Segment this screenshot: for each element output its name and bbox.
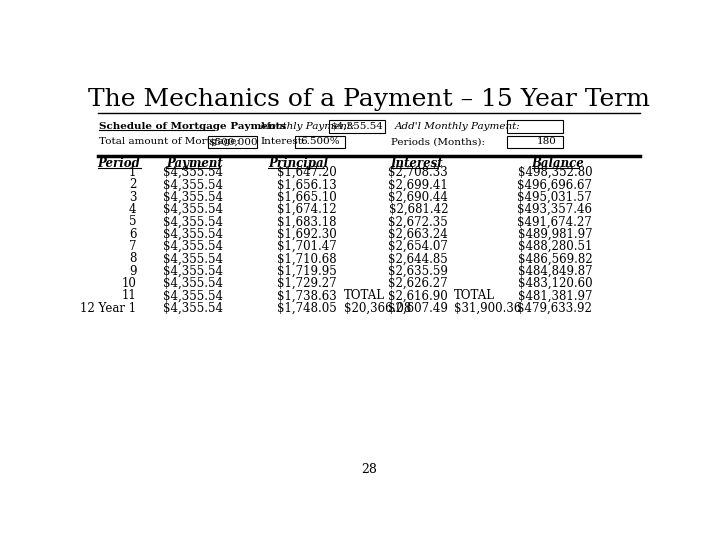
Text: $486,569.82: $486,569.82	[518, 252, 593, 265]
Text: 180: 180	[536, 137, 557, 146]
Text: Interest:: Interest:	[261, 137, 306, 146]
Text: $2,607.49: $2,607.49	[388, 302, 448, 315]
Text: $4,355.54: $4,355.54	[163, 228, 223, 241]
Bar	[507, 120, 563, 132]
Text: $1,683.18: $1,683.18	[277, 215, 336, 228]
Text: 5: 5	[129, 215, 137, 228]
Text: $20,366.08: $20,366.08	[344, 302, 411, 315]
Text: $483,120.60: $483,120.60	[518, 277, 593, 290]
Text: $2,654.07: $2,654.07	[388, 240, 448, 253]
Text: $496,696.67: $496,696.67	[517, 178, 593, 191]
Bar	[295, 136, 345, 148]
Text: $2,672.35: $2,672.35	[388, 215, 448, 228]
Text: 4: 4	[129, 203, 137, 216]
Text: $481,381.97: $481,381.97	[518, 289, 593, 302]
Text: $1,748.05: $1,748.05	[276, 302, 336, 315]
Bar	[208, 136, 258, 148]
Text: $2,663.24: $2,663.24	[388, 228, 448, 241]
Text: $1,719.95: $1,719.95	[276, 265, 336, 278]
Text: Balance: Balance	[532, 157, 585, 170]
Text: 9: 9	[129, 265, 137, 278]
Text: TOTAL: TOTAL	[344, 289, 385, 302]
Text: $4,355.54: $4,355.54	[163, 191, 223, 204]
Text: $1,729.27: $1,729.27	[276, 277, 336, 290]
Text: 7: 7	[129, 240, 137, 253]
Text: $2,681.42: $2,681.42	[389, 203, 448, 216]
Text: $1,656.13: $1,656.13	[276, 178, 336, 191]
Text: $2,626.27: $2,626.27	[388, 277, 448, 290]
Text: $1,710.68: $1,710.68	[276, 252, 336, 265]
Text: $4,355.54: $4,355.54	[163, 277, 223, 290]
Text: $1,701.47: $1,701.47	[276, 240, 336, 253]
Text: $488,280.51: $488,280.51	[518, 240, 593, 253]
Text: Schedule of Mortgage Payments: Schedule of Mortgage Payments	[99, 122, 287, 131]
Text: $4,355.54: $4,355.54	[163, 289, 223, 302]
Text: $4,355.54: $4,355.54	[330, 122, 383, 131]
Text: Interest: Interest	[391, 157, 444, 170]
Text: The Mechanics of a Payment – 15 Year Term: The Mechanics of a Payment – 15 Year Ter…	[88, 88, 650, 111]
Text: $4,355.54: $4,355.54	[163, 252, 223, 265]
Text: $1,692.30: $1,692.30	[276, 228, 336, 241]
Text: Monthly Payment:: Monthly Payment:	[259, 122, 354, 131]
Text: TOTAL: TOTAL	[454, 289, 495, 302]
Text: 1: 1	[129, 166, 137, 179]
Text: $2,708.33: $2,708.33	[388, 166, 448, 179]
Text: $2,644.85: $2,644.85	[388, 252, 448, 265]
Text: $4,355.54: $4,355.54	[163, 302, 223, 315]
Text: $498,352.80: $498,352.80	[518, 166, 593, 179]
Text: $484,849.87: $484,849.87	[518, 265, 593, 278]
Text: $479,633.92: $479,633.92	[518, 302, 593, 315]
Text: $1,738.63: $1,738.63	[276, 289, 336, 302]
Text: 2: 2	[129, 178, 137, 191]
Bar	[329, 120, 384, 132]
Text: $4,355.54: $4,355.54	[163, 166, 223, 179]
Text: Principal: Principal	[269, 157, 328, 170]
Text: $489,981.97: $489,981.97	[518, 228, 593, 241]
Text: 6.500%: 6.500%	[300, 137, 340, 146]
Text: $4,355.54: $4,355.54	[163, 203, 223, 216]
Text: 12 Year 1: 12 Year 1	[81, 302, 137, 315]
Text: $2,699.41: $2,699.41	[388, 178, 448, 191]
Bar	[507, 136, 563, 148]
Text: $4,355.54: $4,355.54	[163, 215, 223, 228]
Text: 11: 11	[122, 289, 137, 302]
Text: $4,355.54: $4,355.54	[163, 178, 223, 191]
Text: $2,616.90: $2,616.90	[388, 289, 448, 302]
Text: $493,357.46: $493,357.46	[517, 203, 593, 216]
Text: $500,000: $500,000	[208, 137, 258, 146]
Text: $495,031.57: $495,031.57	[518, 191, 593, 204]
Text: 6: 6	[129, 228, 137, 241]
Text: $1,674.12: $1,674.12	[276, 203, 336, 216]
Text: $4,355.54: $4,355.54	[163, 265, 223, 278]
Text: $4,355.54: $4,355.54	[163, 240, 223, 253]
Text: Period: Period	[98, 157, 140, 170]
Text: Total amount of Mortgage:: Total amount of Mortgage:	[99, 137, 240, 146]
Text: 10: 10	[122, 277, 137, 290]
Text: $491,674.27: $491,674.27	[518, 215, 593, 228]
Text: $1,665.10: $1,665.10	[276, 191, 336, 204]
Text: Periods (Months):: Periods (Months):	[391, 137, 485, 146]
Text: 3: 3	[129, 191, 137, 204]
Text: 28: 28	[361, 463, 377, 476]
Text: $2,635.59: $2,635.59	[388, 265, 448, 278]
Text: $1,647.20: $1,647.20	[276, 166, 336, 179]
Text: 8: 8	[129, 252, 137, 265]
Text: $31,900.36: $31,900.36	[454, 302, 521, 315]
Text: Add'l Monthly Payment:: Add'l Monthly Payment:	[395, 122, 521, 131]
Text: $2,690.44: $2,690.44	[388, 191, 448, 204]
Text: Payment: Payment	[166, 157, 222, 170]
